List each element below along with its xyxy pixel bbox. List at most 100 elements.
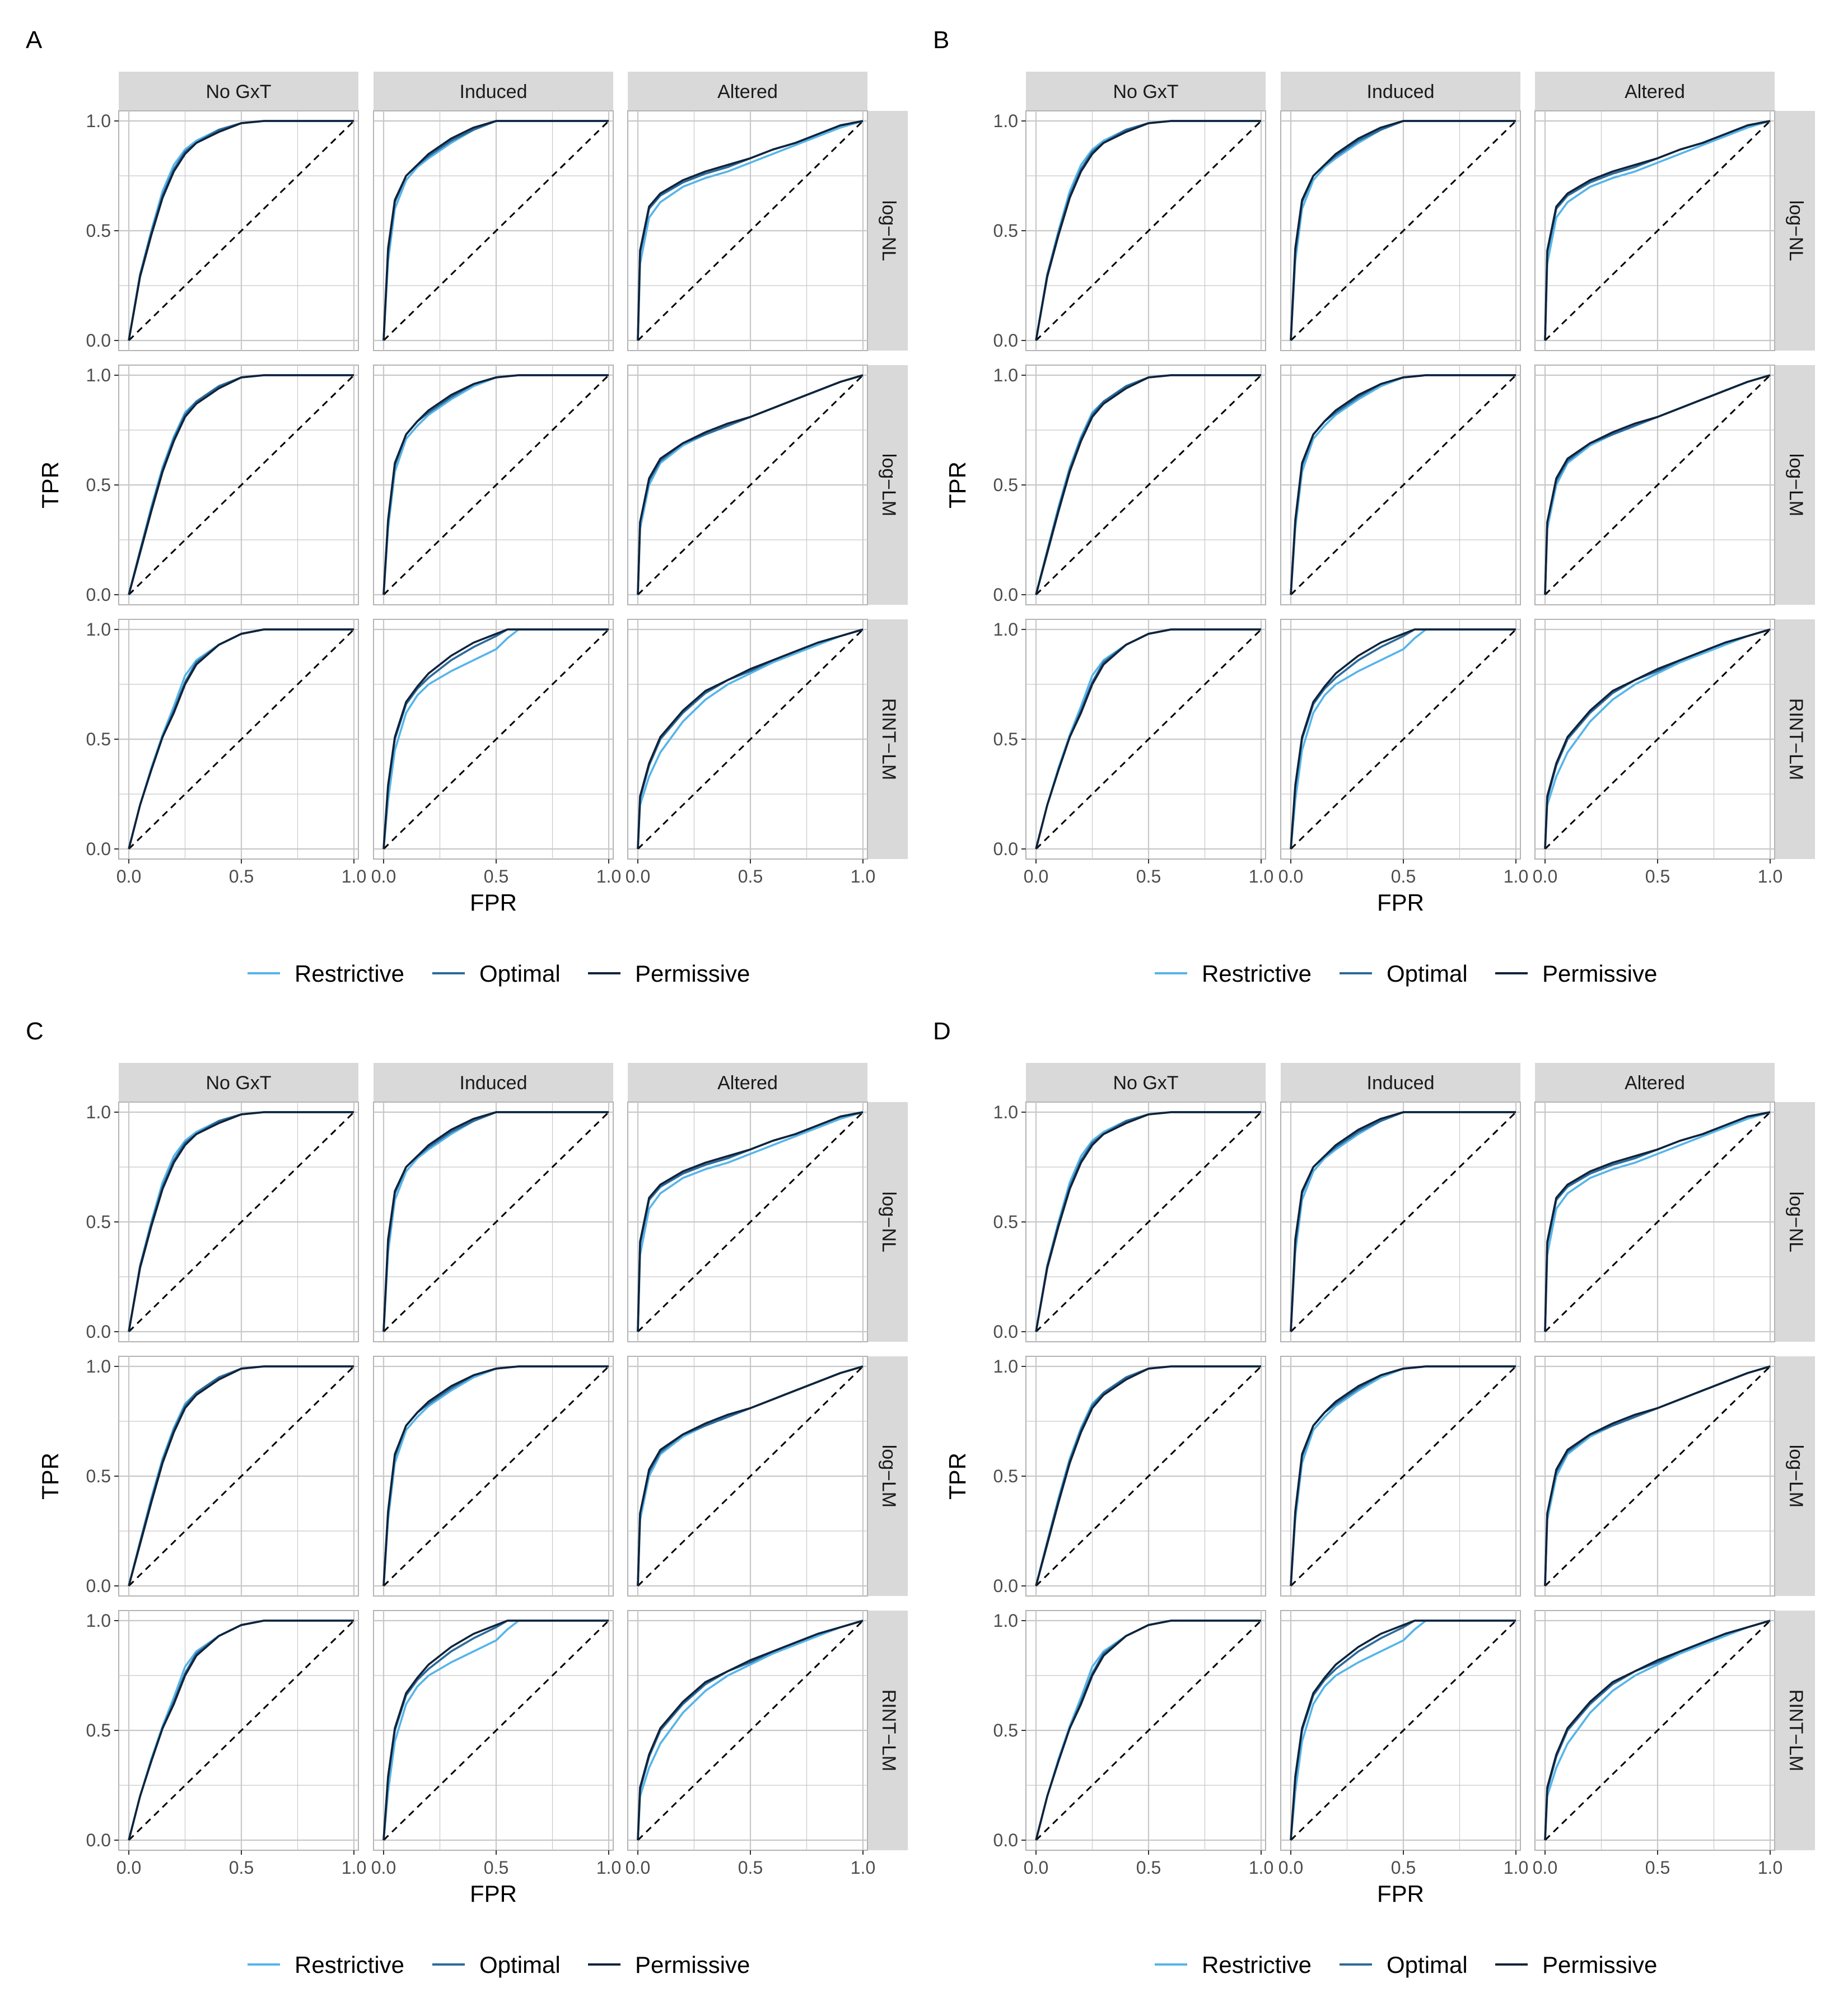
roc-line-permissive	[637, 1620, 864, 1841]
y-tick-label: 0.5	[86, 1466, 111, 1486]
row-strip	[867, 1611, 908, 1850]
facet-rint-lm-induced: 0.0 0.5 1.0	[371, 1610, 621, 1878]
roc-line-permissive	[637, 120, 864, 341]
roc-line-permissive	[128, 374, 354, 595]
roc-line-permissive	[382, 628, 609, 850]
row-strip	[867, 619, 908, 859]
y-tick-label: 0.5	[993, 475, 1018, 495]
facet-log-nl-no-gxt: 0.0 0.5 1.0	[86, 1102, 359, 1342]
y-tick-label: 0.5	[86, 221, 111, 241]
x-tick-label: 0.0	[1278, 866, 1303, 886]
reference-diagonal	[1544, 628, 1771, 850]
x-tick-label: 1.0	[596, 1858, 621, 1878]
panel-label: D	[933, 1018, 951, 1045]
y-tick-label: 0.0	[993, 585, 1018, 605]
y-axis-title: TPR	[37, 461, 63, 508]
y-axis-title: TPR	[944, 461, 970, 508]
reference-diagonal	[128, 1111, 355, 1333]
col-strip-label-induced: Induced	[1367, 81, 1435, 102]
row-strip-label-rint-lm: RINT−LM	[1785, 1690, 1807, 1771]
x-tick-label: 1.0	[1249, 866, 1273, 886]
roc-line-restrictive	[382, 628, 609, 850]
reference-diagonal	[637, 1620, 864, 1841]
roc-line-permissive	[1544, 374, 1771, 595]
y-tick-label: 0.0	[86, 1576, 111, 1596]
row-strip-label-log-lm: log−LM	[1785, 1445, 1807, 1508]
facet-rint-lm-induced: 0.0 0.5 1.0	[1278, 619, 1528, 886]
y-tick-label: 0.5	[86, 1720, 111, 1740]
row-strip	[1775, 111, 1815, 351]
reference-diagonal	[637, 1365, 864, 1587]
roc-line-permissive	[1290, 374, 1516, 595]
facet-log-lm-induced	[1280, 365, 1521, 605]
roc-line-permissive	[1035, 1365, 1261, 1586]
roc-line-permissive	[382, 1111, 609, 1332]
panel-label: A	[26, 26, 43, 54]
col-strip-label-no-gxt: No GxT	[206, 1072, 271, 1094]
y-tick-label: 0.0	[86, 330, 111, 351]
reference-diagonal	[1290, 374, 1517, 596]
col-strip	[1535, 1063, 1775, 1102]
y-tick-label: 0.5	[86, 1212, 111, 1232]
y-tick-label: 1.0	[86, 619, 111, 640]
reference-diagonal	[637, 120, 864, 342]
row-strip-label-log-lm: log−LM	[1785, 454, 1807, 516]
reference-diagonal	[1035, 1365, 1262, 1587]
roc-line-restrictive	[382, 1620, 609, 1841]
legend-label-permissive: Permissive	[635, 1952, 750, 1978]
y-tick-label: 0.5	[993, 1212, 1018, 1232]
roc-line-restrictive	[1290, 1620, 1516, 1841]
x-tick-label: 0.0	[1533, 1858, 1557, 1878]
row-strip	[1775, 1102, 1815, 1342]
x-tick-label: 0.0	[1024, 866, 1048, 886]
y-tick-label: 0.0	[86, 585, 111, 605]
y-tick-label: 1.0	[993, 619, 1018, 640]
facet-log-nl-no-gxt: 0.0 0.5 1.0	[993, 1102, 1266, 1342]
facet-rint-lm-induced: 0.0 0.5 1.0	[1278, 1610, 1528, 1878]
row-strip	[867, 365, 908, 605]
y-tick-label: 0.5	[993, 1720, 1018, 1740]
y-tick-label: 1.0	[86, 111, 111, 131]
y-tick-label: 0.0	[993, 839, 1018, 859]
reference-diagonal	[382, 628, 610, 850]
y-tick-label: 0.0	[993, 330, 1018, 351]
x-axis-title: FPR	[1377, 889, 1424, 916]
x-tick-label: 0.0	[371, 1858, 396, 1878]
col-strip	[1026, 1063, 1266, 1102]
col-strip-label-induced: Induced	[460, 81, 528, 102]
roc-line-permissive	[1035, 374, 1261, 595]
y-tick-label: 1.0	[993, 365, 1018, 385]
facet-log-nl-induced	[373, 1102, 614, 1342]
reference-diagonal	[637, 628, 864, 850]
roc-line-restrictive	[1290, 628, 1516, 850]
y-tick-label: 0.5	[993, 1466, 1018, 1486]
row-strip	[867, 1356, 908, 1596]
x-tick-label: 0.5	[1136, 866, 1161, 886]
facet-log-nl-induced	[1280, 110, 1521, 351]
x-tick-label: 1.0	[596, 866, 621, 886]
reference-diagonal	[1035, 120, 1262, 342]
y-tick-label: 1.0	[86, 365, 111, 385]
roc-line-permissive	[1544, 1365, 1771, 1586]
legend-label-restrictive: Restrictive	[295, 1952, 404, 1978]
x-tick-label: 0.5	[738, 1858, 763, 1878]
facet-rint-lm-altered: 0.0 0.5 1.0	[1533, 619, 1782, 886]
x-tick-label: 0.0	[1278, 1858, 1303, 1878]
y-tick-label: 0.0	[993, 1322, 1018, 1342]
col-strip	[628, 1063, 867, 1102]
col-strip-label-induced: Induced	[460, 1072, 528, 1094]
facet-log-lm-altered	[1534, 365, 1775, 605]
legend-label-optimal: Optimal	[479, 1952, 561, 1978]
x-tick-label: 1.0	[1249, 1858, 1273, 1878]
x-tick-label: 0.5	[1136, 1858, 1161, 1878]
col-strip	[119, 72, 358, 111]
row-strip-label-log-nl: log−NL	[1785, 1192, 1807, 1253]
roc-line-permissive	[382, 374, 609, 595]
panel-label: B	[933, 26, 949, 54]
row-strip-label-rint-lm: RINT−LM	[878, 698, 899, 780]
x-tick-label: 1.0	[1758, 1858, 1782, 1878]
roc-line-permissive	[1290, 120, 1516, 341]
roc-line-permissive	[637, 1365, 864, 1586]
y-tick-label: 0.0	[86, 1830, 111, 1850]
